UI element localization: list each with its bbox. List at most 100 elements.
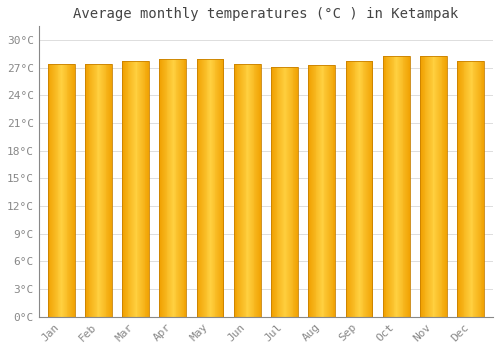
Bar — [390, 56, 391, 317]
Bar — [122, 61, 124, 317]
Bar — [314, 65, 316, 317]
Bar — [316, 65, 318, 317]
Bar — [88, 64, 90, 317]
Bar — [445, 56, 446, 317]
Bar — [109, 64, 110, 317]
Bar — [319, 65, 320, 317]
Bar — [96, 64, 98, 317]
Bar — [73, 64, 74, 317]
Bar — [357, 61, 358, 317]
Bar — [388, 56, 390, 317]
Bar — [432, 56, 433, 317]
Bar — [182, 58, 184, 317]
Bar — [476, 61, 477, 317]
Bar — [171, 58, 172, 317]
Bar — [148, 61, 149, 317]
Bar — [462, 61, 464, 317]
Bar — [124, 61, 125, 317]
Bar — [430, 56, 431, 317]
Bar — [133, 61, 134, 317]
Bar — [259, 64, 260, 317]
Bar — [243, 64, 244, 317]
Bar — [434, 56, 436, 317]
Bar — [440, 56, 442, 317]
Bar — [178, 58, 180, 317]
Bar — [458, 61, 460, 317]
Bar — [360, 61, 361, 317]
Bar — [272, 67, 273, 317]
Bar — [329, 65, 330, 317]
Bar — [274, 67, 275, 317]
Bar — [234, 64, 260, 317]
Bar — [321, 65, 322, 317]
Bar — [383, 56, 384, 317]
Bar — [196, 60, 224, 317]
Bar — [346, 61, 372, 317]
Bar — [353, 61, 354, 317]
Bar — [216, 60, 218, 317]
Bar — [461, 61, 462, 317]
Bar — [352, 61, 353, 317]
Bar — [244, 64, 245, 317]
Bar — [134, 61, 135, 317]
Bar — [86, 64, 87, 317]
Bar — [217, 60, 218, 317]
Bar — [291, 67, 292, 317]
Bar — [252, 64, 253, 317]
Bar — [442, 56, 444, 317]
Bar — [400, 56, 401, 317]
Bar — [208, 60, 210, 317]
Bar — [326, 65, 328, 317]
Bar — [204, 60, 205, 317]
Bar — [308, 65, 335, 317]
Bar — [362, 61, 364, 317]
Bar — [370, 61, 371, 317]
Bar — [108, 64, 110, 317]
Bar — [288, 67, 289, 317]
Bar — [146, 61, 148, 317]
Bar — [328, 65, 329, 317]
Bar — [252, 64, 254, 317]
Bar — [221, 60, 222, 317]
Bar — [68, 64, 70, 317]
Bar — [254, 64, 256, 317]
Bar — [181, 58, 182, 317]
Bar — [204, 60, 206, 317]
Bar — [426, 56, 428, 317]
Bar — [91, 64, 92, 317]
Bar — [284, 67, 286, 317]
Bar — [389, 56, 390, 317]
Bar — [180, 58, 181, 317]
Bar — [56, 64, 58, 317]
Bar — [431, 56, 432, 317]
Bar — [134, 61, 136, 317]
Bar — [250, 64, 251, 317]
Bar — [53, 64, 54, 317]
Bar — [439, 56, 440, 317]
Bar — [296, 67, 297, 317]
Bar — [391, 56, 392, 317]
Bar — [206, 60, 208, 317]
Bar — [366, 61, 367, 317]
Bar — [102, 64, 103, 317]
Bar — [322, 65, 324, 317]
Bar — [274, 67, 276, 317]
Bar — [90, 64, 92, 317]
Bar — [271, 67, 272, 317]
Bar — [104, 64, 105, 317]
Bar — [458, 61, 484, 317]
Bar — [279, 67, 280, 317]
Bar — [351, 61, 352, 317]
Bar — [440, 56, 441, 317]
Bar — [402, 56, 404, 317]
Bar — [236, 64, 238, 317]
Bar — [292, 67, 294, 317]
Bar — [48, 64, 74, 317]
Bar — [130, 61, 132, 317]
Bar — [459, 61, 460, 317]
Bar — [482, 61, 484, 317]
Bar — [170, 58, 171, 317]
Bar — [160, 58, 186, 317]
Bar — [359, 61, 360, 317]
Bar — [470, 61, 471, 317]
